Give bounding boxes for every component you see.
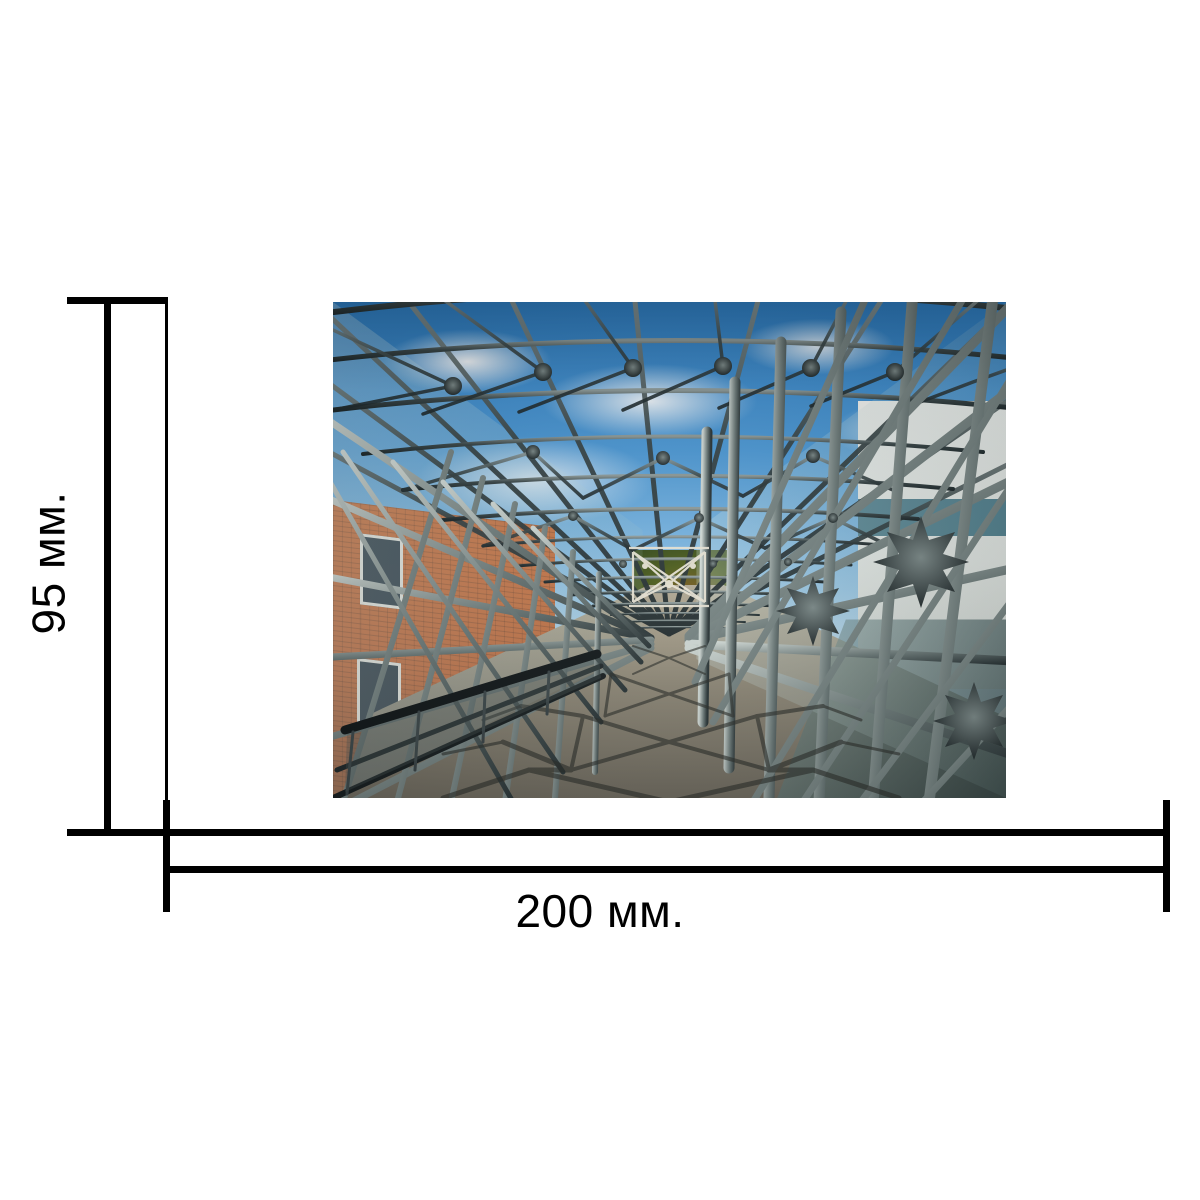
width-dimension-label: 200 мм. [515,885,685,937]
height-extension-line [165,299,168,833]
height-dimension-label: 95 мм. [22,491,75,634]
photo-content [333,302,1006,798]
floor-shadow-pattern [440,645,902,798]
right-wall-lattice [684,302,1006,798]
width-left-extension-tick [163,800,170,912]
height-label-wrapper: 95 мм. [0,290,96,835]
product-photo [333,302,1006,798]
height-top-tick [67,297,168,304]
width-right-extension-tick [1163,800,1170,912]
height-dimension-line [104,297,111,836]
handrail [333,649,606,798]
steel-lattice-structure [333,302,1006,798]
width-dimension-line [163,866,1170,873]
end-screen-lattice [629,546,709,608]
roof-nodes [444,357,904,568]
width-upper-reference-line [67,829,1167,836]
